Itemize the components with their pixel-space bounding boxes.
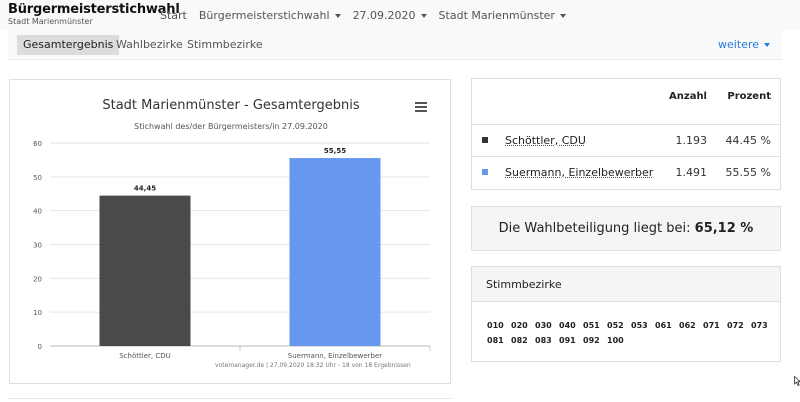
nav-election-label: Bürgermeisterstichwahl — [198, 9, 330, 22]
bar-value-label: 44,45 — [134, 185, 156, 193]
nav-start-label: Start — [160, 9, 187, 22]
divider — [9, 398, 451, 399]
nav-election-dropdown[interactable]: Bürgermeisterstichwahl — [199, 9, 341, 22]
candidate-name[interactable]: Schöttler, CDU — [505, 134, 586, 147]
bar-chart: 0 10 20 30 40 50 60 44,45 Schöttler, CDU 55,55 Sue… — [33, 140, 431, 360]
nav-date-dropdown[interactable]: 27.09.2020 — [353, 9, 427, 22]
brand-title[interactable]: Bürgermeisterstichwahl — [8, 2, 180, 17]
nav-menu: Start Bürgermeisterstichwahl 27.09.2020 … — [160, 9, 578, 22]
y-tick-label: 60 — [33, 140, 42, 148]
chart-title: Stadt Marienmünster - Gesamtergebnis — [102, 98, 360, 113]
y-tick-label: 40 — [33, 208, 42, 216]
caret-down-icon — [559, 13, 566, 18]
candidate-count: 1.193 — [675, 134, 708, 147]
candidate-percent: 55.55 % — [725, 166, 771, 179]
district-code-badge[interactable]: 062 — [679, 321, 696, 330]
turnout-text: Die Wahlbeteiligung liegt bei: — [498, 221, 691, 236]
nav-start[interactable]: Start — [160, 9, 187, 22]
district-code-badge[interactable]: 053 — [631, 321, 648, 330]
chart-card: 0 10 20 30 40 50 60 44,45 Schöttler, CDU 55,55 Sue… — [9, 79, 451, 384]
district-code-badge[interactable]: 092 — [583, 336, 600, 345]
district-code-badge[interactable]: 073 — [751, 321, 768, 330]
table-row: Schöttler, CDU 1.193 44.45 % — [472, 124, 780, 155]
results-table: Anzahl Prozent Schöttler, CDU 1.193 44.4… — [471, 78, 781, 190]
district-code-badge[interactable]: 083 — [535, 336, 552, 345]
result-tabs-bar: Gesamtergebnis Wahlbezirke Stimmbezirke … — [8, 30, 782, 60]
caret-down-icon — [334, 13, 341, 18]
header-count: Anzahl — [669, 91, 707, 102]
more-label: weitere — [718, 38, 759, 51]
district-code-list: 010 020 030 040 051 052 053 061 062 071 072 073 081 0… — [487, 318, 777, 348]
y-tick-label: 0 — [38, 343, 42, 351]
caret-down-icon — [764, 43, 770, 47]
tab-gesamtergebnis[interactable]: Gesamtergebnis — [17, 35, 120, 55]
tab-wahlbezirke[interactable]: Wahlbezirke — [116, 38, 183, 51]
candidate-percent: 44.45 % — [725, 134, 771, 147]
y-tick-label: 30 — [33, 242, 42, 250]
brand-subtitle: Stadt Marienmünster — [8, 17, 93, 26]
candidate-name[interactable]: Suermann, Einzelbewerber — [505, 166, 654, 179]
district-code-badge[interactable]: 052 — [607, 321, 624, 330]
x-tick-label: Suermann, Einzelbewerber — [288, 352, 383, 360]
district-code-badge[interactable]: 082 — [511, 336, 528, 345]
header-percent: Prozent — [727, 91, 771, 102]
district-code-badge[interactable]: 072 — [727, 321, 744, 330]
brand[interactable]: Bürgermeisterstichwahl Stadt Marienmünst… — [8, 2, 180, 27]
districts-title: Stimmbezirke — [472, 267, 780, 302]
more-dropdown[interactable]: weitere — [718, 35, 770, 55]
chart-credits: votemanager.de | 27.09.2020 18:32 Uhr - … — [215, 362, 411, 369]
y-tick-label: 10 — [33, 309, 42, 317]
legend-square-icon — [482, 137, 488, 143]
y-tick-label: 20 — [33, 275, 42, 283]
nav-region-label: Stadt Marienmünster — [438, 9, 555, 22]
y-tick-label: 50 — [33, 174, 42, 182]
chart-menu-icon[interactable] — [415, 102, 427, 112]
bar-value-label: 55,55 — [324, 147, 346, 155]
candidate-count: 1.491 — [675, 166, 708, 179]
district-code-badge[interactable]: 100 — [607, 336, 624, 345]
district-code-badge[interactable]: 020 — [511, 321, 528, 330]
district-code-badge[interactable]: 091 — [559, 336, 576, 345]
bar — [99, 195, 191, 346]
nav-region-dropdown[interactable]: Stadt Marienmünster — [439, 9, 566, 22]
top-navbar: Bürgermeisterstichwahl Stadt Marienmünst… — [0, 0, 800, 30]
district-code-badge[interactable]: 010 — [487, 321, 504, 330]
caret-down-icon — [420, 13, 427, 18]
legend-square-icon — [482, 169, 488, 175]
table-row: Suermann, Einzelbewerber 1.491 55.55 % — [472, 156, 780, 187]
district-code-badge[interactable]: 071 — [703, 321, 720, 330]
nav-date-label: 27.09.2020 — [352, 9, 416, 22]
tab-stimmbezirke[interactable]: Stimmbezirke — [187, 38, 263, 51]
turnout-value: 65,12 % — [694, 221, 754, 236]
district-code-badge[interactable]: 051 — [583, 321, 600, 330]
chart-subtitle: Stichwahl des/der Bürgermeisters/in 27.0… — [134, 122, 328, 131]
mouse-cursor-icon — [794, 376, 800, 386]
district-code-badge[interactable]: 081 — [487, 336, 504, 345]
district-code-badge[interactable]: 040 — [559, 321, 576, 330]
bar — [289, 158, 381, 346]
x-tick-label: Schöttler, CDU — [119, 352, 170, 360]
district-code-badge[interactable]: 061 — [655, 321, 672, 330]
districts-card: Stimmbezirke 010 020 030 040 051 052 053 061 062… — [471, 266, 781, 362]
district-code-badge[interactable]: 030 — [535, 321, 552, 330]
turnout-box: Die Wahlbeteiligung liegt bei: 65,12 % — [471, 206, 781, 251]
